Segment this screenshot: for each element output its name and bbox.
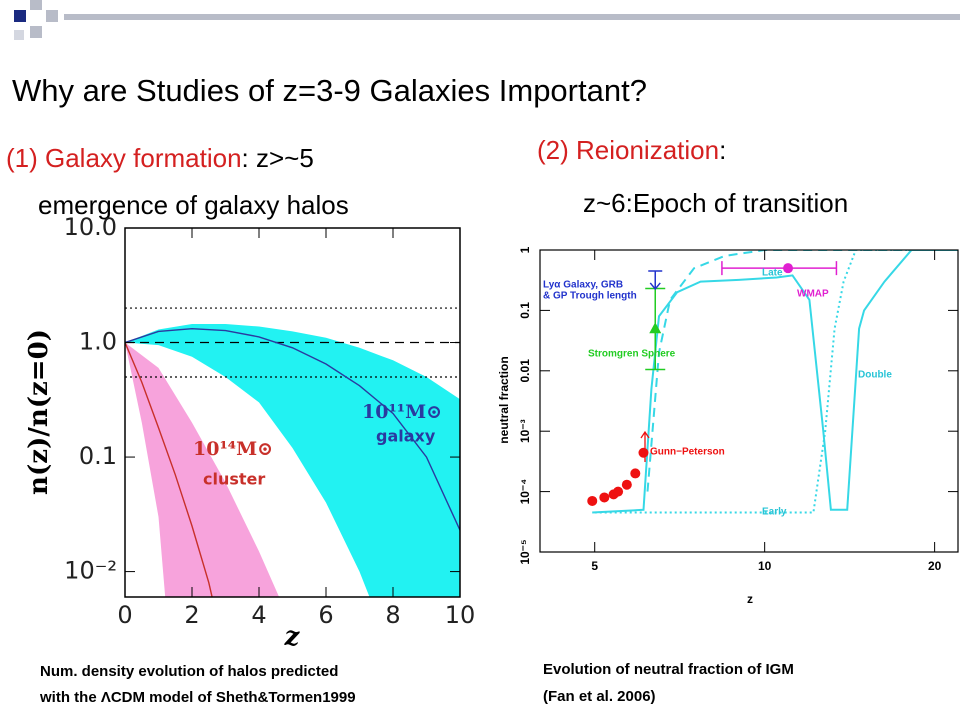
caption: Evolution of neutral fraction of IGM — [543, 661, 794, 678]
band — [125, 324, 460, 597]
band — [125, 342, 280, 597]
error-bar — [721, 261, 838, 276]
y-tick-label: 10⁻³ — [518, 419, 532, 443]
marker — [783, 263, 794, 274]
deco-square — [46, 10, 58, 22]
series-line — [125, 342, 213, 597]
annotation: galaxy — [376, 427, 436, 446]
deco-square — [30, 0, 42, 10]
deco-bar — [64, 14, 960, 20]
y-tick-label: 0.01 — [518, 359, 532, 383]
deco-square — [14, 30, 24, 40]
x-tick-label: 4 — [251, 601, 266, 629]
caption: (Fan et al. 2006) — [543, 688, 656, 705]
caption: with the ΛCDM model of Sheth&Tormen1999 — [39, 689, 356, 706]
title: Why are Studies of z=3-9 Galaxies Import… — [12, 73, 647, 108]
y-tick-label: 1.0 — [79, 328, 117, 356]
annotation: 10¹¹M⊙ — [362, 401, 442, 423]
deco-square — [14, 10, 26, 22]
heading: z~6:Epoch of transition — [583, 188, 848, 218]
heading: emergence of galaxy halos — [38, 190, 349, 220]
series-line — [646, 250, 958, 492]
y-tick-label: 10⁻² — [64, 557, 117, 585]
x-tick-label: 20 — [928, 559, 942, 573]
y-tick-label: 0.1 — [79, 442, 117, 470]
series-label: Lyα Galaxy, GRB — [543, 280, 623, 291]
caption: Num. density evolution of halos predicte… — [40, 663, 338, 680]
plot-area — [587, 250, 958, 514]
heading: (2) Reionization: — [537, 135, 726, 165]
x-axis-label: z — [284, 622, 301, 652]
y-axis-label: n(z)/n(z=0) — [24, 329, 54, 495]
plot-area — [125, 307, 460, 597]
series-line — [125, 327, 460, 531]
marker — [613, 486, 624, 497]
marker — [630, 468, 641, 479]
y-tick-label: 10⁻⁵ — [518, 539, 532, 564]
annotation: 10¹⁴M⊙ — [193, 438, 273, 460]
upper-limit — [648, 270, 663, 291]
y-axis-label: neutral fraction — [497, 356, 511, 443]
series-label: Late — [762, 268, 783, 279]
x-tick-label: 2 — [184, 601, 199, 629]
arrow — [640, 430, 650, 462]
marker — [621, 479, 632, 490]
x-axis-label: z — [747, 592, 753, 606]
series-label: Double — [858, 370, 892, 381]
plot-frame — [124, 227, 461, 598]
x-tick-label: 8 — [385, 601, 400, 629]
x-tick-label: 5 — [591, 559, 598, 573]
annotation: cluster — [203, 470, 265, 489]
x-tick-label: 0 — [117, 601, 132, 629]
y-tick-label: 0.1 — [518, 302, 532, 319]
deco-square — [30, 26, 42, 38]
y-tick-label: 1 — [518, 246, 532, 253]
series-label: Gunn−Peterson — [650, 447, 725, 458]
x-tick-label: 10 — [445, 601, 476, 629]
marker — [599, 492, 610, 503]
series-label: WMAP — [797, 289, 829, 300]
series-label: Early — [762, 507, 787, 518]
marker — [638, 447, 649, 458]
y-tick-label: 10.0 — [64, 213, 117, 241]
plot-frame — [539, 249, 959, 553]
heading: (1) Galaxy formation: z>~5 — [6, 143, 314, 173]
x-tick-label: 10 — [758, 559, 772, 573]
x-tick-label: 6 — [318, 601, 333, 629]
marker — [649, 322, 662, 334]
series-label: & GP Trough length — [543, 291, 637, 302]
series-label: Stromgren Sphere — [588, 349, 676, 360]
y-tick-label: 10⁻⁴ — [518, 479, 532, 505]
marker — [587, 495, 598, 506]
